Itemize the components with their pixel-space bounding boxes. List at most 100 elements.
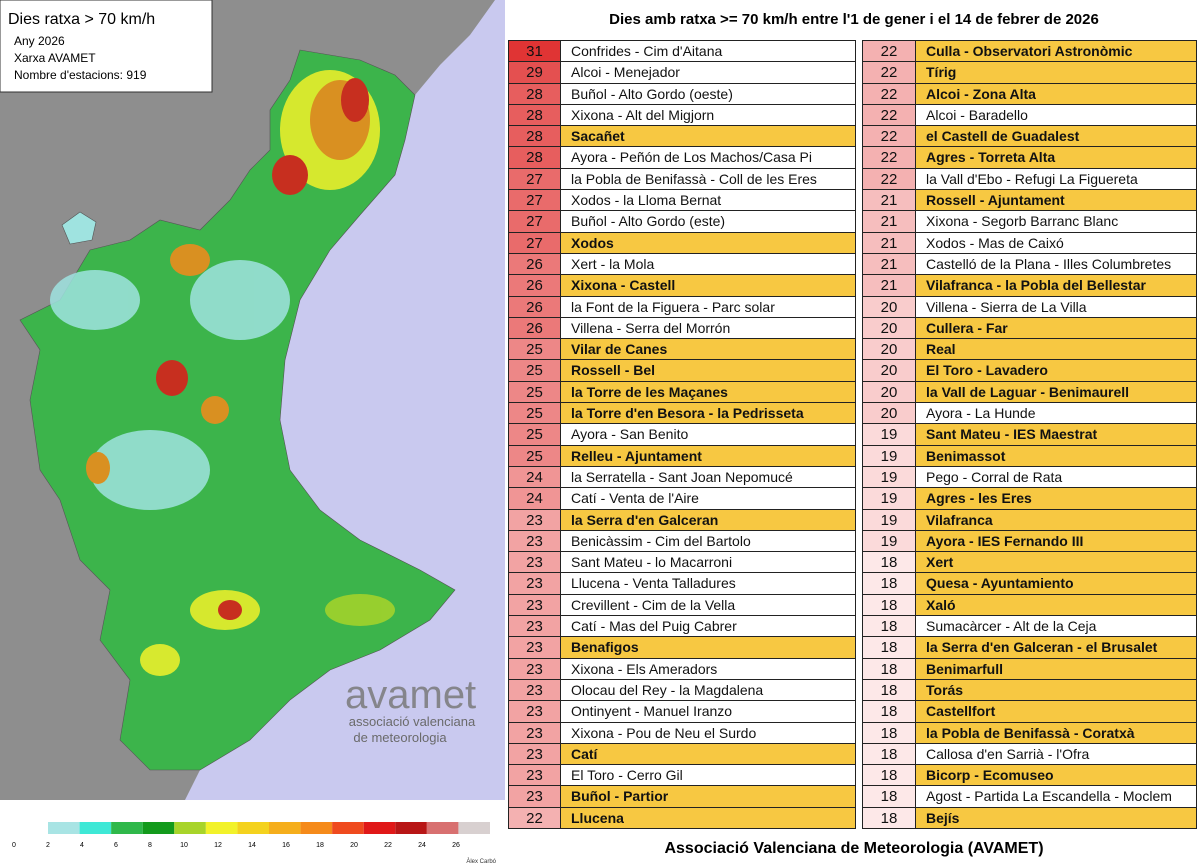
value-cell: 18 xyxy=(862,785,916,808)
value-cell: 27 xyxy=(508,189,561,212)
value-cell: 23 xyxy=(508,721,561,744)
station-cell: Alcoi - Zona Alta xyxy=(915,82,1197,105)
value-cell: 22 xyxy=(862,146,916,169)
table-title: Dies amb ratxa >= 70 km/h entre l'1 de g… xyxy=(609,11,1099,28)
legend-label: 20 xyxy=(350,842,358,849)
value-cell: 23 xyxy=(508,657,561,680)
value-cell: 18 xyxy=(862,700,916,723)
station-cell: Xaló xyxy=(915,593,1197,617)
station-cell: Castellfort xyxy=(915,700,1197,723)
value-cell: 26 xyxy=(508,316,561,340)
legend-swatch xyxy=(79,822,112,834)
value-cell: 31 xyxy=(508,40,561,63)
station-cell: Buñol - Alto Gordo (oeste) xyxy=(560,82,856,105)
station-cell: Vilar de Canes xyxy=(560,338,856,361)
info-box xyxy=(0,0,213,93)
station-cell: Villena - Serra del Morrón xyxy=(560,316,856,340)
station-cell: la Font de la Figuera - Parc solar xyxy=(560,295,856,318)
station-cell: Xodos xyxy=(560,231,856,254)
station-cell: Agres - les Eres xyxy=(915,487,1197,510)
value-cell: 22 xyxy=(862,103,916,127)
station-cell: Quesa - Ayuntamiento xyxy=(915,572,1197,595)
station-cell: Rossell - Bel xyxy=(560,359,856,382)
station-cell: la Vall de Laguar - Benimaurell xyxy=(915,380,1197,404)
legend-swatch xyxy=(269,822,301,834)
value-cell: 25 xyxy=(508,402,561,425)
value-cell: 23 xyxy=(508,742,561,766)
table: Dies amb ratxa >= 70 km/h entre l'1 de g… xyxy=(508,0,1200,868)
station-cell: la Serratella - Sant Joan Nepomucé xyxy=(560,465,856,489)
info-line: Any 2026 xyxy=(14,34,65,48)
value-cell: 27 xyxy=(508,167,561,191)
station-cell: Olocau del Rey - la Magdalena xyxy=(560,678,856,702)
station-cell: la Torre d'en Besora - la Pedrisseta xyxy=(560,402,856,425)
value-cell: 18 xyxy=(862,742,916,766)
value-cell: 20 xyxy=(862,295,916,318)
station-cell: la Serra d'en Galceran - el Brusalet xyxy=(915,636,1197,659)
value-cell: 18 xyxy=(862,678,916,702)
value-cell: 23 xyxy=(508,615,561,638)
value-cell: 23 xyxy=(508,529,561,553)
station-cell: Confrides - Cim d'Aitana xyxy=(560,40,856,63)
station-cell: Xert - la Mola xyxy=(560,252,856,276)
station-cell: Bicorp - Ecomuseo xyxy=(915,764,1197,787)
station-cell: Callosa d'en Sarrià - l'Ofra xyxy=(915,742,1197,766)
station-cell: la Serra d'en Galceran xyxy=(560,508,856,531)
station-cell: Benimarfull xyxy=(915,657,1197,680)
legend-swatch xyxy=(237,822,269,834)
legend-label: 18 xyxy=(316,842,324,849)
value-cell: 19 xyxy=(862,529,916,553)
station-cell: Catí - Venta de l'Aire xyxy=(560,487,856,510)
value-cell: 21 xyxy=(862,252,916,276)
value-cell: 28 xyxy=(508,146,561,169)
legend-swatch xyxy=(332,822,364,834)
value-cell: 18 xyxy=(862,806,916,829)
legend-swatch xyxy=(363,822,396,834)
station-cell: Alcoi - Menejador xyxy=(560,61,856,84)
station-cell: Sacañet xyxy=(560,125,856,148)
value-cell: 28 xyxy=(508,82,561,105)
sea xyxy=(185,0,505,800)
station-cell: Agost - Partida La Escandella - Moclem xyxy=(915,785,1197,808)
value-cell: 23 xyxy=(508,551,561,574)
value-cell: 21 xyxy=(862,189,916,212)
station-cell: Catí xyxy=(560,742,856,766)
info-line: Nombre d'estacions: 919 xyxy=(14,68,147,82)
legend-swatch xyxy=(174,822,206,834)
value-cell: 18 xyxy=(862,657,916,680)
station-cell: Llucena xyxy=(560,806,856,829)
legend-label: 10 xyxy=(180,842,188,849)
legend-label: 12 xyxy=(214,842,222,849)
value-cell: 23 xyxy=(508,678,561,702)
value-cell: 20 xyxy=(862,359,916,382)
legend-swatch xyxy=(111,822,143,834)
value-cell: 20 xyxy=(862,402,916,425)
legend-swatch xyxy=(300,822,333,834)
station-cell: Ontinyent - Manuel Iranzo xyxy=(560,700,856,723)
station-cell: Villena - Sierra de La Villa xyxy=(915,295,1197,318)
value-cell: 23 xyxy=(508,700,561,723)
value-cell: 18 xyxy=(862,551,916,574)
value-cell: 23 xyxy=(508,593,561,617)
value-cell: 25 xyxy=(508,423,561,446)
station-cell: Buñol - Partior xyxy=(560,785,856,808)
value-cell: 28 xyxy=(508,103,561,127)
value-cell: 27 xyxy=(508,231,561,254)
value-cell: 20 xyxy=(862,338,916,361)
value-cell: 22 xyxy=(862,82,916,105)
station-cell: la Torre de les Maçanes xyxy=(560,380,856,404)
station-cell: Benafigos xyxy=(560,636,856,659)
value-cell: 19 xyxy=(862,444,916,467)
legend-label: 16 xyxy=(282,842,290,849)
station-cell: Agres - Torreta Alta xyxy=(915,146,1197,169)
value-cell: 26 xyxy=(508,274,561,297)
value-cell: 22 xyxy=(862,125,916,148)
value-cell: 29 xyxy=(508,61,561,84)
value-cell: 22 xyxy=(862,61,916,84)
value-cell: 21 xyxy=(862,231,916,254)
station-cell: Real xyxy=(915,338,1197,361)
value-cell: 18 xyxy=(862,572,916,595)
value-cell: 20 xyxy=(862,316,916,340)
station-cell: la Pobla de Benifassà - Coratxà xyxy=(915,721,1197,744)
